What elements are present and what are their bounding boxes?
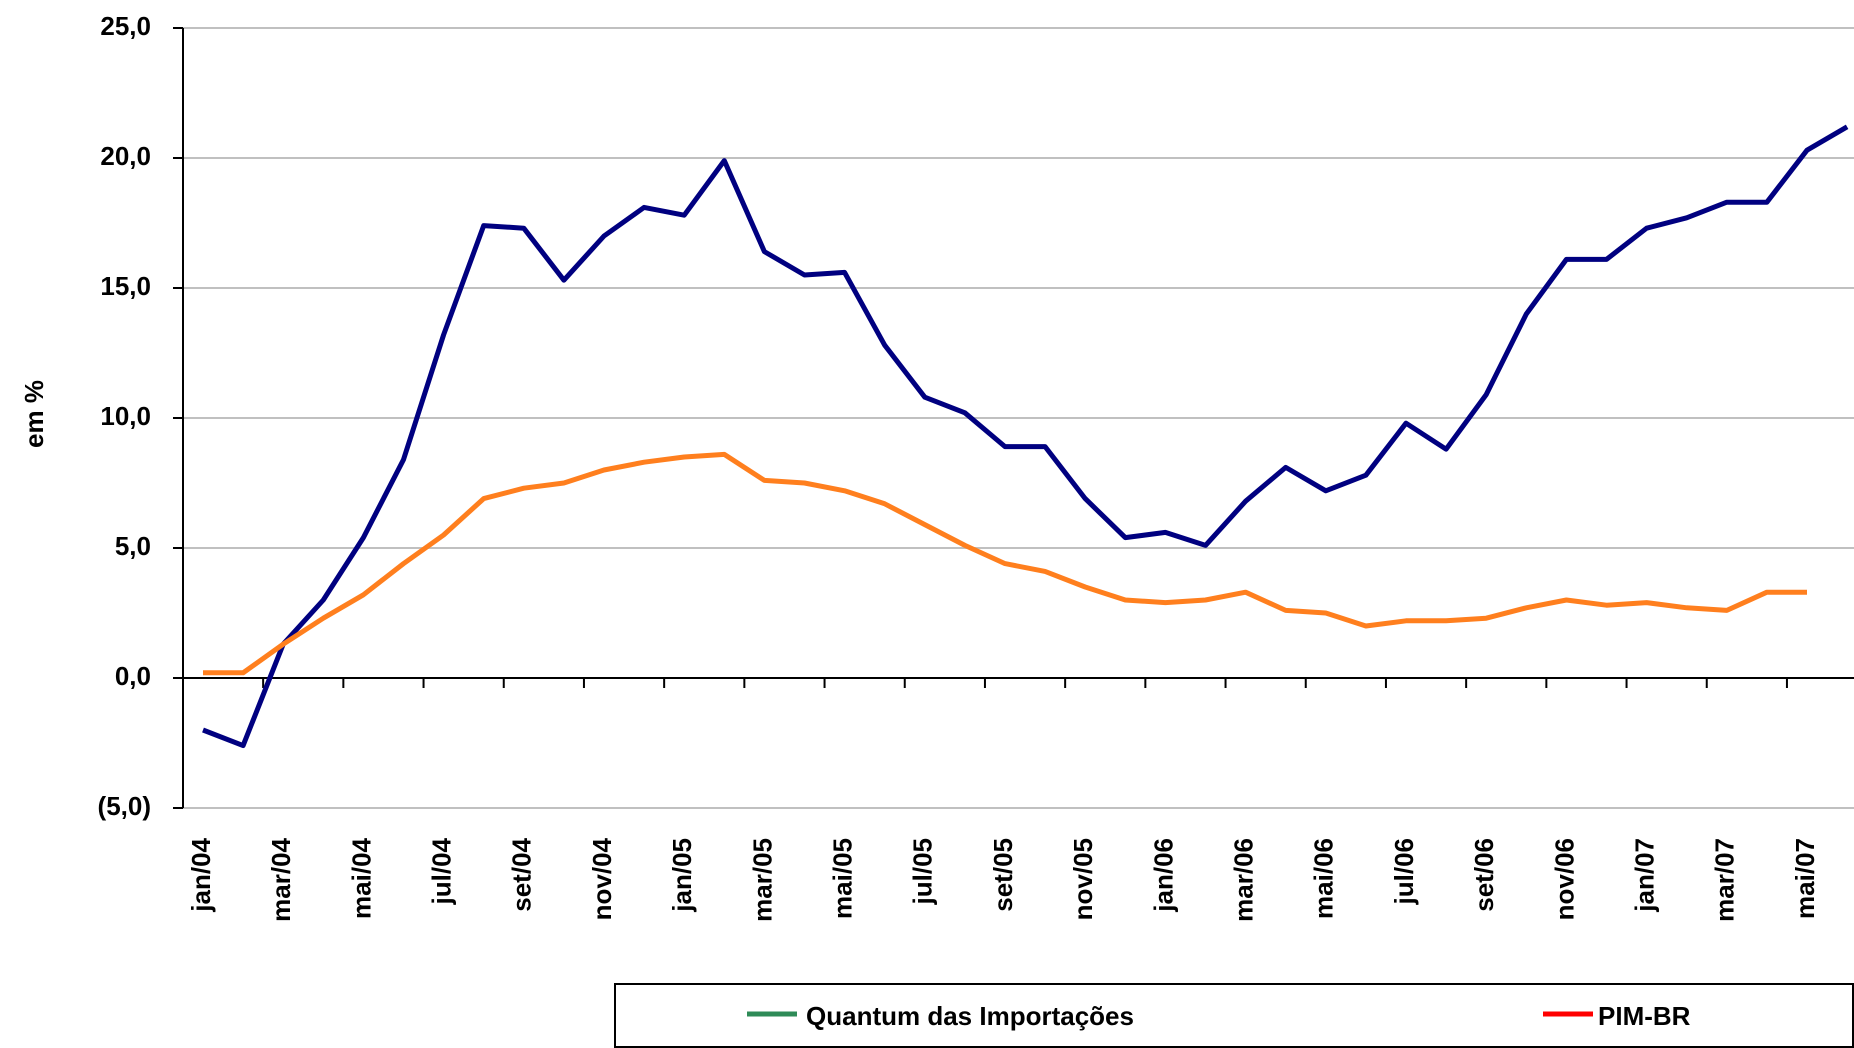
x-tick-label: nov/06 — [1549, 838, 1579, 920]
legend-label: Quantum das Importações — [806, 1001, 1134, 1031]
x-tick-label: set/06 — [1469, 838, 1499, 912]
x-tick-label: jul/06 — [1389, 838, 1419, 905]
x-tick-label: jul/05 — [908, 838, 938, 905]
y-tick-label: 20,0 — [100, 141, 151, 171]
x-tick-label: mar/07 — [1710, 838, 1740, 922]
y-tick-label: 0,0 — [115, 661, 151, 691]
y-tick-label: 25,0 — [100, 11, 151, 41]
x-tick-label: jul/04 — [426, 837, 456, 905]
x-tick-label: set/05 — [988, 838, 1018, 912]
x-tick-label: mar/05 — [747, 838, 777, 922]
series-line — [203, 451, 1807, 676]
y-tick-label: 10,0 — [100, 401, 151, 431]
x-tick-label: mai/06 — [1309, 838, 1339, 919]
y-tick-label: 5,0 — [115, 531, 151, 561]
x-tick-label: mar/06 — [1228, 838, 1258, 922]
x-tick-label: jan/05 — [667, 838, 697, 913]
x-tick-label: jan/04 — [186, 837, 216, 912]
y-tick-label: 15,0 — [100, 271, 151, 301]
series-line — [202, 124, 1849, 749]
x-tick-label: mai/05 — [827, 838, 857, 919]
x-tick-label: nov/04 — [587, 837, 617, 920]
x-tick-label: set/04 — [507, 837, 537, 911]
x-tick-label: nov/05 — [1068, 838, 1098, 920]
x-tick-label: mai/04 — [346, 837, 376, 918]
legend-label: PIM-BR — [1598, 1001, 1691, 1031]
y-tick-label: (5,0) — [98, 791, 151, 821]
x-tick-label: mar/04 — [266, 837, 296, 921]
x-tick-label: jan/07 — [1629, 838, 1659, 913]
y-axis-label: em % — [19, 380, 49, 448]
x-tick-label: jan/06 — [1148, 838, 1178, 913]
x-tick-label: mai/07 — [1790, 838, 1820, 919]
legend-box — [614, 983, 1854, 1048]
